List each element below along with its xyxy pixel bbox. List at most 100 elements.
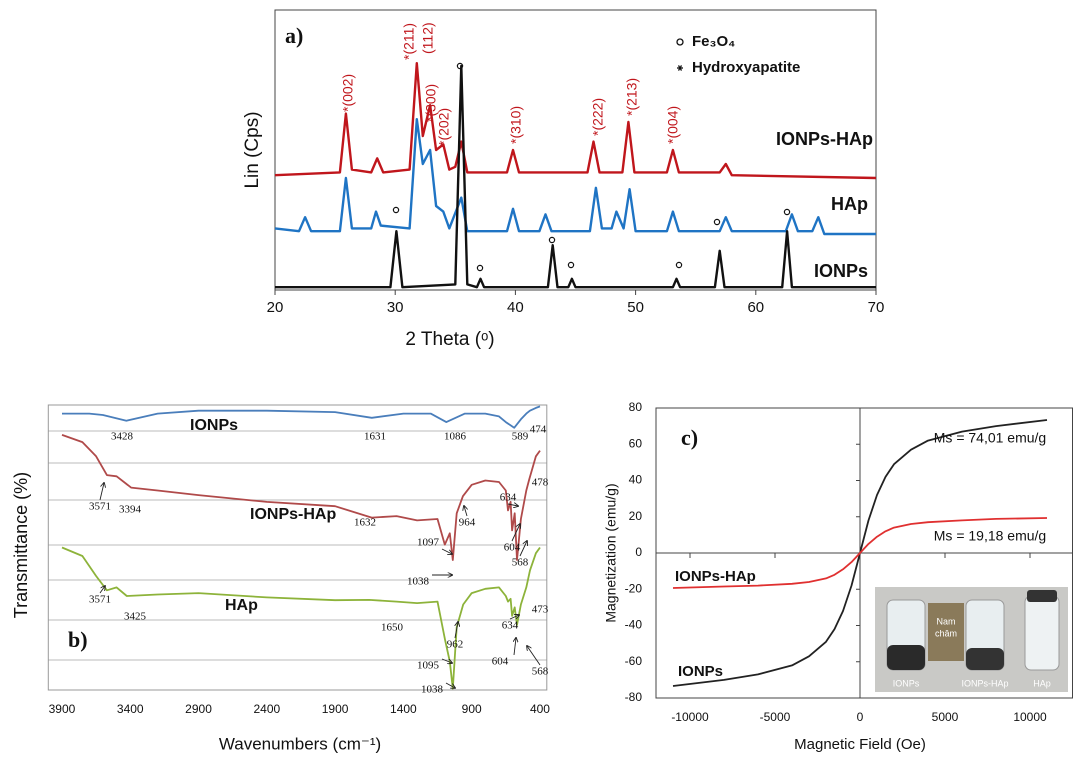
- peak-label: 962: [447, 639, 464, 651]
- peak-label: 1632: [354, 517, 376, 529]
- y-tick-label: -80: [625, 690, 643, 704]
- peak-arrow: [527, 646, 541, 666]
- series-line: [62, 405, 541, 429]
- fe3o4-marker: [548, 236, 556, 244]
- fe3o4-marker: [567, 261, 575, 269]
- peak-label: 1631: [364, 431, 386, 443]
- x-tick-label: 40: [507, 299, 524, 316]
- x-tick-label: 2400: [253, 702, 280, 716]
- peak-arrow: [509, 615, 519, 620]
- plot-frame: [274, 9, 877, 291]
- fe3o4-marker: [675, 261, 683, 269]
- panel-label: a): [285, 23, 303, 48]
- peak-arrow: [464, 506, 467, 517]
- inset-magnet-label: châm: [935, 628, 957, 638]
- inset-label: IONPs-HAp: [961, 678, 1008, 688]
- peak-arrow: [441, 658, 452, 663]
- asterisk: [677, 65, 683, 71]
- peak-arrow: [511, 524, 520, 542]
- peak-label: *(004): [665, 106, 681, 144]
- peak-arrow: [441, 548, 452, 554]
- x-tick-label: 3400: [117, 702, 144, 716]
- series-label: IONPs: [190, 417, 238, 434]
- x-tick-label: -5000: [760, 710, 791, 724]
- series-label: IONPs-HAp: [675, 568, 756, 585]
- y-tick-label: 0: [635, 545, 642, 559]
- legend-marker: [676, 38, 684, 46]
- x-axis-label: 2 Theta (ᵒ): [405, 329, 494, 350]
- y-tick-label: 40: [629, 473, 643, 487]
- peak-label: 634: [502, 620, 519, 632]
- peak-label: *(310): [508, 106, 524, 144]
- peak-label: 473: [532, 604, 549, 616]
- panel-label: b): [68, 627, 88, 652]
- series-line: [672, 517, 1048, 589]
- bottle: [1024, 595, 1060, 671]
- y-tick-label: 20: [629, 509, 643, 523]
- fe3o4-marker: [392, 206, 400, 214]
- peak-arrow: [514, 638, 516, 656]
- bottle-content: [966, 648, 1004, 670]
- peak-label: 568: [532, 666, 549, 678]
- series-label: IONPs: [814, 261, 868, 281]
- peak-label: 3428: [111, 431, 134, 443]
- x-tick-label: 900: [462, 702, 482, 716]
- x-tick-label: 60: [747, 299, 764, 316]
- inset-label: HAp: [1033, 678, 1051, 688]
- peak-arrow: [99, 586, 105, 594]
- y-tick-label: -60: [625, 654, 643, 668]
- peak-label: 604: [492, 656, 509, 668]
- bottle-cap: [1027, 590, 1057, 602]
- x-tick-label: 10000: [1013, 710, 1047, 724]
- peak-label: 3571: [89, 501, 111, 513]
- inset-label: IONPs: [893, 678, 920, 688]
- x-tick-label: 5000: [932, 710, 959, 724]
- fe3o4-marker: [783, 208, 791, 216]
- series-line: [274, 62, 877, 180]
- x-tick-label: 50: [627, 299, 644, 316]
- inset-magnet-label: Nam: [936, 616, 955, 626]
- peak-label: *(300): [423, 84, 439, 122]
- peak-label: 3571: [89, 594, 111, 606]
- magnet: [928, 603, 964, 661]
- fe3o4-marker: [713, 218, 721, 226]
- peak-label: *(211): [401, 23, 417, 60]
- x-axis-label: Magnetic Field (Oe): [794, 736, 926, 753]
- series-line: [61, 434, 541, 561]
- peak-label: 568: [512, 557, 529, 569]
- y-tick-label: -20: [625, 581, 643, 595]
- x-tick-label: 1400: [390, 702, 417, 716]
- x-tick-label: 400: [530, 702, 550, 716]
- x-tick-label: 1900: [322, 702, 349, 716]
- peak-arrow: [455, 622, 458, 639]
- peak-label: 1038: [421, 684, 444, 696]
- x-axis-label: Wavenumbers (cm⁻¹): [219, 734, 381, 753]
- peak-label: 1086: [444, 431, 467, 443]
- peak-label: 634: [500, 492, 517, 504]
- peak-label: 1038: [407, 576, 430, 588]
- peak-arrow: [445, 682, 455, 688]
- fe3o4-marker: [456, 62, 464, 70]
- peak-arrow: [99, 483, 104, 501]
- peak-label: (112): [420, 22, 436, 54]
- legend-label: Hydroxyapatite: [692, 59, 800, 76]
- y-axis-label: Lin (Cps): [242, 111, 263, 188]
- x-tick-label: 30: [387, 299, 404, 316]
- bottle-content: [887, 645, 925, 670]
- series-label: IONPs-HAp: [776, 129, 873, 149]
- peak-label: 3425: [124, 611, 147, 623]
- y-tick-label: 80: [629, 400, 643, 414]
- annotation: Ms = 19,18 emu/g: [934, 528, 1046, 544]
- peak-label: 1097: [417, 537, 440, 549]
- peak-label: *(222): [590, 98, 606, 136]
- series-label: IONPs-HAp: [250, 506, 336, 523]
- peak-label: 3394: [119, 504, 142, 516]
- peak-arrow: [519, 541, 527, 557]
- x-tick-label: 70: [868, 299, 885, 316]
- peak-label: 964: [459, 517, 476, 529]
- series-line: [275, 64, 876, 289]
- panel-label: c): [681, 425, 698, 450]
- peak-label: *(202): [436, 108, 452, 146]
- peak-label: *(002): [340, 74, 356, 112]
